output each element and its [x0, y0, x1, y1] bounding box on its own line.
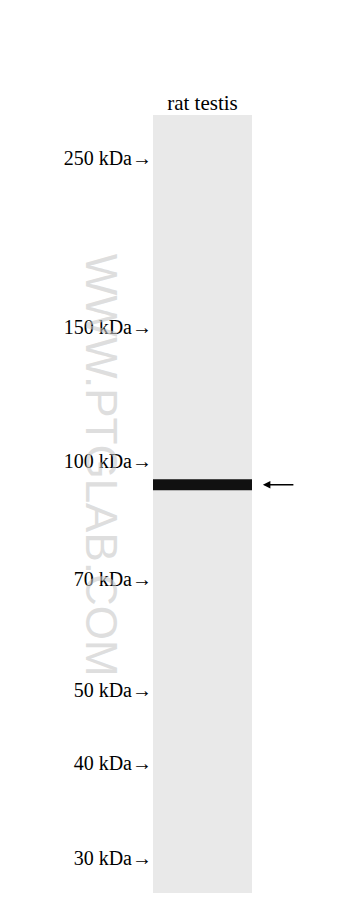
- svg-text:150 kDa→: 150 kDa→: [64, 316, 152, 338]
- svg-text:40 kDa→: 40 kDa→: [74, 752, 152, 774]
- svg-text:70 kDa→: 70 kDa→: [74, 568, 152, 590]
- svg-text:WWW.PTGLAB.COM: WWW.PTGLAB.COM: [77, 254, 126, 677]
- svg-text:250 kDa→: 250 kDa→: [64, 147, 152, 169]
- svg-text:30 kDa→: 30 kDa→: [74, 847, 152, 869]
- svg-text:rat testis: rat testis: [167, 91, 238, 115]
- svg-text:50 kDa→: 50 kDa→: [74, 679, 152, 701]
- svg-text:100 kDa→: 100 kDa→: [64, 450, 152, 472]
